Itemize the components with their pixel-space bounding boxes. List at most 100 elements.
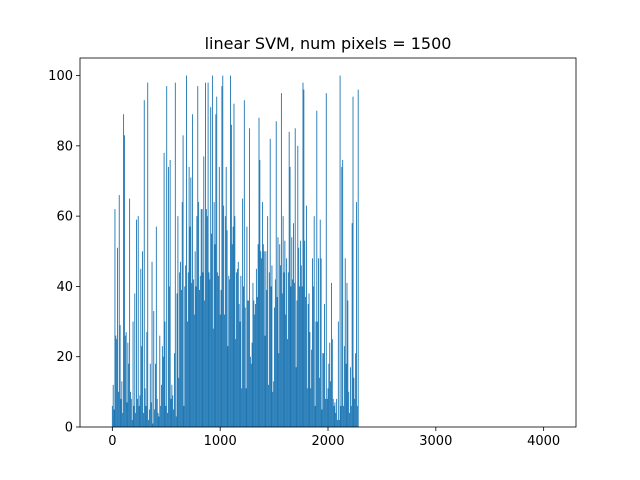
bar (113, 409, 115, 427)
bar (277, 237, 279, 427)
bar (256, 296, 258, 427)
bar (344, 258, 346, 427)
bar (186, 321, 188, 427)
bar (218, 275, 219, 427)
bar (295, 367, 297, 427)
bar (204, 300, 206, 427)
bar (276, 296, 278, 427)
bar (320, 258, 322, 427)
bar (353, 377, 355, 427)
bar (342, 159, 344, 427)
bar (305, 205, 307, 427)
bar (323, 353, 325, 427)
bar (243, 100, 245, 428)
bar (261, 202, 263, 427)
bar (227, 346, 229, 427)
bar (257, 244, 259, 427)
bar (124, 335, 126, 427)
bar (292, 279, 294, 427)
bar (330, 381, 332, 427)
bar (211, 75, 213, 427)
bar (357, 89, 359, 427)
bar (284, 240, 286, 427)
bar (118, 195, 120, 427)
x-tick-label: 3000 (419, 434, 452, 449)
bar (223, 205, 225, 427)
bar (127, 342, 129, 427)
bar (188, 166, 190, 427)
bar (183, 405, 185, 427)
bar (343, 405, 344, 427)
bar (123, 135, 125, 427)
bar (220, 289, 222, 427)
bar (341, 166, 343, 427)
bar (229, 279, 231, 427)
bar (275, 121, 277, 427)
bar (255, 304, 256, 427)
bar (146, 332, 148, 427)
y-tick-label: 20 (56, 350, 73, 365)
bar (312, 286, 314, 427)
bar (171, 384, 173, 427)
bar (142, 412, 144, 427)
bar (259, 159, 261, 427)
bar (336, 398, 338, 427)
bar (148, 409, 150, 427)
x-tick-label: 0 (108, 434, 116, 449)
bar (296, 300, 298, 427)
bar (232, 226, 234, 427)
bar (243, 286, 244, 427)
bar (331, 282, 332, 427)
bar (149, 363, 151, 427)
bar (278, 353, 280, 427)
bar (206, 216, 208, 427)
bar (316, 110, 318, 428)
bar (160, 405, 162, 427)
bar (279, 244, 281, 427)
bar (240, 275, 242, 427)
bar (167, 412, 168, 427)
bar (337, 321, 339, 427)
bar (187, 272, 189, 427)
bar (115, 335, 117, 427)
bar (148, 419, 150, 427)
bar (343, 346, 345, 427)
bar (209, 279, 211, 427)
bar (285, 314, 287, 427)
bar (241, 388, 243, 427)
bar (300, 265, 302, 427)
bar (248, 300, 250, 427)
bar (167, 166, 169, 427)
bar (212, 328, 214, 427)
bar (138, 405, 140, 427)
bar (164, 321, 166, 427)
bar (253, 300, 255, 427)
bar (230, 124, 232, 428)
bar (265, 251, 267, 427)
bar (117, 391, 119, 427)
bar (207, 82, 209, 427)
bar (143, 100, 145, 428)
bar (335, 412, 337, 427)
bar (231, 244, 233, 427)
bar (280, 93, 282, 427)
bar (169, 159, 171, 427)
bar (190, 177, 192, 427)
bar (249, 356, 251, 427)
bar (202, 272, 204, 427)
bar (325, 93, 327, 427)
bar (120, 398, 122, 427)
bar (200, 209, 202, 427)
bar (298, 247, 300, 427)
bar (225, 166, 227, 427)
bar (135, 412, 137, 427)
bar (130, 391, 131, 427)
bar (216, 96, 218, 427)
bar (145, 405, 147, 427)
bar (258, 117, 260, 428)
bar (211, 233, 212, 427)
bar (123, 114, 125, 427)
bar (176, 293, 178, 427)
bar (286, 258, 288, 427)
bar (199, 289, 200, 427)
